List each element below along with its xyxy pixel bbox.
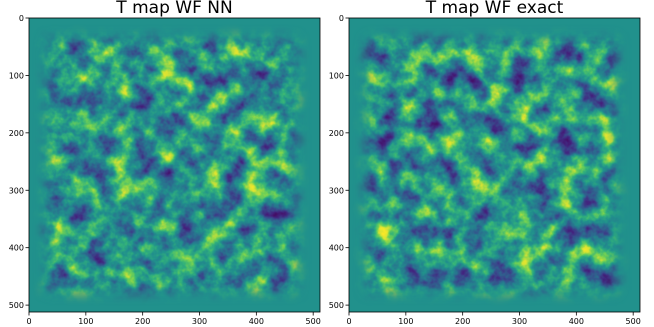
y-tick-label: 0: [339, 14, 344, 23]
image-texture: [349, 18, 640, 312]
image-texture: [29, 18, 320, 312]
chart-title: T map WF NN: [115, 0, 232, 18]
x-tick-label: 400: [569, 317, 584, 326]
x-tick-label: 0: [26, 317, 31, 326]
x-tick-label: 100: [398, 317, 413, 326]
y-tick-label: 100: [329, 71, 344, 80]
y-tick-label: 400: [9, 244, 24, 253]
axes-frame: [28, 17, 321, 313]
y-tick-label: 300: [329, 186, 344, 195]
x-tick-label: 500: [306, 317, 321, 326]
y-tick-label: 500: [9, 301, 24, 310]
y-tick-label: 200: [9, 129, 24, 138]
y-tick-label: 500: [329, 301, 344, 310]
chart-panel: T map WF NN0 100 200 300 400 5000100200300400…: [9, 0, 321, 326]
x-tick-label: 400: [249, 317, 264, 326]
y-tick-label: 100: [9, 71, 24, 80]
x-tick-label: 500: [626, 317, 641, 326]
x-tick-label: 0: [346, 317, 351, 326]
y-tick-label: 400: [329, 244, 344, 253]
x-tick-label: 200: [455, 317, 470, 326]
y-tick-label: 0: [19, 14, 24, 23]
x-tick-label: 100: [78, 317, 93, 326]
chart-title: T map WF exact: [425, 0, 564, 18]
y-tick-label: 300: [9, 186, 24, 195]
x-tick-label: 300: [192, 317, 207, 326]
y-tick-label: 200: [329, 129, 344, 138]
axes-frame: [348, 17, 641, 313]
x-tick-label: 300: [512, 317, 527, 326]
x-tick-label: 200: [135, 317, 150, 326]
